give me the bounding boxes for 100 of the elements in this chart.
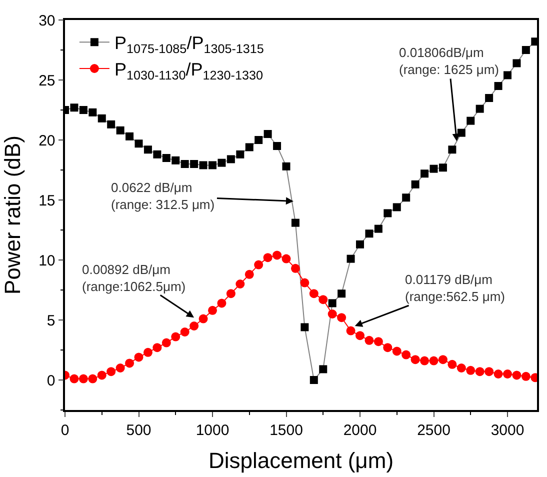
point: [309, 289, 318, 298]
point: [291, 218, 300, 227]
point: [272, 250, 282, 260]
point: [226, 289, 236, 298]
point: [420, 356, 430, 366]
point: [208, 161, 216, 170]
point: [466, 116, 475, 125]
point: [153, 150, 162, 158]
point: [356, 331, 364, 340]
point: [171, 332, 180, 342]
annotation: 0.01179 dB/μm (range:562.5 μm): [405, 272, 505, 304]
point: [457, 128, 466, 137]
y-tick-label: 0: [46, 372, 56, 390]
point: [199, 161, 208, 170]
point: [198, 314, 208, 324]
point: [116, 126, 124, 134]
point: [152, 343, 162, 352]
legend-label: P$_{1030-1130}$/P$_{1230-1330}$: [114, 60, 264, 82]
point: [466, 366, 476, 375]
point: [273, 142, 282, 150]
point: [346, 326, 356, 336]
point: [356, 240, 364, 248]
point: [226, 155, 235, 164]
point: [522, 46, 530, 54]
point: [410, 355, 420, 364]
point: [337, 313, 346, 322]
point: [218, 158, 226, 167]
point: [429, 356, 438, 366]
point: [402, 350, 411, 360]
point: [125, 358, 134, 368]
point: [319, 365, 328, 374]
point: [512, 370, 522, 380]
point: [236, 280, 245, 288]
y-tick-label: 25: [38, 72, 56, 90]
point: [208, 306, 217, 315]
y-tick-label: 5: [46, 312, 56, 330]
point: [328, 299, 336, 308]
point: [180, 160, 189, 168]
y-tick-label: 30: [38, 12, 56, 30]
point: [392, 346, 402, 356]
point: [512, 59, 521, 68]
point: [364, 336, 374, 345]
point: [98, 114, 106, 122]
point: [263, 253, 272, 262]
point: [254, 260, 264, 270]
point: [162, 154, 170, 162]
annotation: 0.00892 dB/μm (range:1062.5μm): [82, 262, 186, 294]
point: [384, 209, 392, 218]
x-axis-title: Displacement (μm): [208, 448, 394, 474]
point: [448, 146, 456, 154]
point: [503, 370, 512, 378]
point: [88, 374, 98, 384]
point: [190, 322, 199, 330]
point: [374, 337, 383, 346]
point: [420, 170, 429, 178]
point: [456, 364, 466, 372]
point: [244, 270, 254, 279]
point: [402, 194, 410, 202]
point: [328, 310, 337, 318]
point: [70, 104, 78, 112]
point: [521, 372, 530, 381]
point: [438, 355, 448, 364]
point: [476, 104, 484, 113]
point: [411, 180, 420, 188]
x-tick-label: 2000: [343, 422, 377, 439]
point: [374, 224, 382, 233]
point: [504, 71, 512, 80]
point: [282, 162, 290, 170]
point: [392, 203, 401, 212]
point: [172, 156, 180, 164]
y-tick-label: 10: [38, 252, 56, 270]
point: [494, 82, 502, 90]
point: [236, 150, 244, 158]
legend-label: P$_{1075-1085}$/P$_{1305-1315}$: [114, 33, 264, 56]
x-tick-label: 3000: [490, 422, 524, 439]
point: [383, 343, 392, 352]
point: [78, 374, 88, 384]
point: [106, 367, 116, 376]
point: [310, 376, 318, 384]
y-axis-title: Power ratio (dB): [0, 136, 25, 294]
point: [217, 298, 226, 308]
x-tick-label: 2500: [417, 422, 450, 439]
point: [300, 278, 310, 288]
y-tick-label: 20: [38, 132, 56, 150]
point: [430, 164, 438, 173]
point: [485, 94, 494, 102]
point: [448, 360, 457, 369]
point: [245, 143, 254, 152]
point: [282, 254, 291, 264]
point: [264, 130, 272, 138]
annotation: 0.01806dB/μm (range: 1625 μm): [399, 45, 499, 77]
x-tick-label: 0: [60, 422, 70, 439]
point: [475, 367, 484, 376]
x-tick-label: 1000: [196, 422, 230, 439]
point: [134, 352, 144, 362]
point: [484, 367, 494, 376]
x-tick-label: 1500: [270, 422, 303, 439]
point: [79, 106, 88, 114]
point: [338, 290, 346, 298]
point: [134, 140, 143, 148]
